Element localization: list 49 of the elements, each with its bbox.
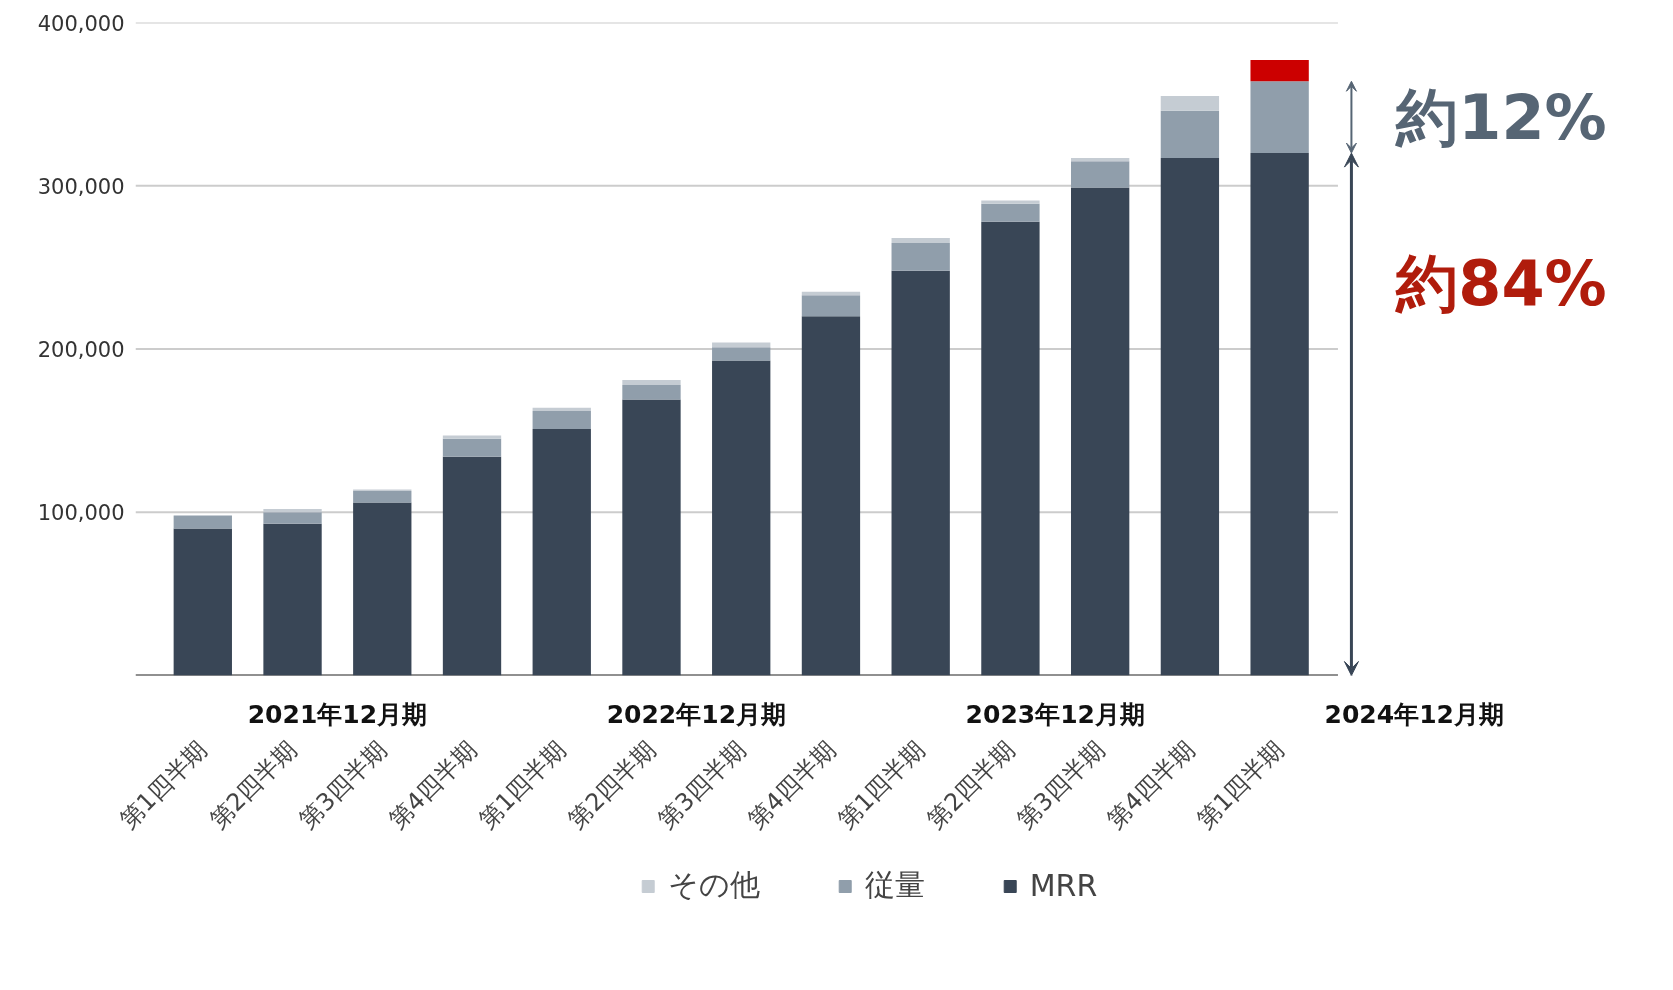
bar: [532, 428, 591, 676]
bar: [1071, 187, 1130, 676]
bar: [1250, 153, 1309, 676]
bar: [353, 502, 412, 676]
y-tick-label: 300,000: [37, 174, 125, 199]
bar: [442, 438, 502, 457]
bar: [622, 399, 681, 676]
bar: [712, 360, 771, 676]
bar: [1160, 95, 1220, 111]
bar: [353, 491, 412, 503]
text: 2023年12月期: [965, 699, 1145, 729]
bar: [801, 316, 861, 676]
y-tick-label: 100,000: [37, 501, 125, 526]
bar: [712, 347, 771, 361]
legend-label: 従量: [864, 866, 925, 904]
bar: [263, 512, 322, 524]
bar: [532, 411, 591, 429]
text: 約84%: [1394, 247, 1607, 321]
legend-label: MRR: [1029, 868, 1098, 903]
bar: [442, 435, 502, 439]
bar: [981, 221, 1040, 676]
y-tick-label: 200,000: [37, 338, 125, 362]
bar: [981, 203, 1040, 222]
legend-label: その他: [667, 866, 760, 904]
bar: [173, 528, 232, 676]
bar: [891, 270, 950, 676]
bar: [622, 380, 681, 385]
bar: [1071, 158, 1130, 162]
bar: [801, 295, 861, 317]
bar: [891, 242, 950, 271]
text: 2021年12月期: [247, 699, 428, 729]
bar: [622, 384, 681, 400]
bar: [981, 200, 1040, 204]
bar: [173, 515, 232, 529]
bar: [1160, 110, 1220, 158]
bar: [1250, 60, 1309, 82]
bar: [263, 523, 322, 676]
bar: [532, 407, 591, 412]
bar: [891, 237, 950, 243]
bar: [442, 456, 502, 676]
text: 約12%: [1394, 80, 1607, 154]
y-tick-label: 400,000: [37, 11, 125, 36]
text: 2024年12月期: [1324, 699, 1504, 729]
bar: [712, 342, 771, 348]
bar: [1250, 81, 1309, 154]
bar: [801, 291, 861, 296]
bar: [1160, 158, 1220, 676]
bar: [1071, 161, 1130, 188]
text: 2022年12月期: [606, 699, 787, 729]
